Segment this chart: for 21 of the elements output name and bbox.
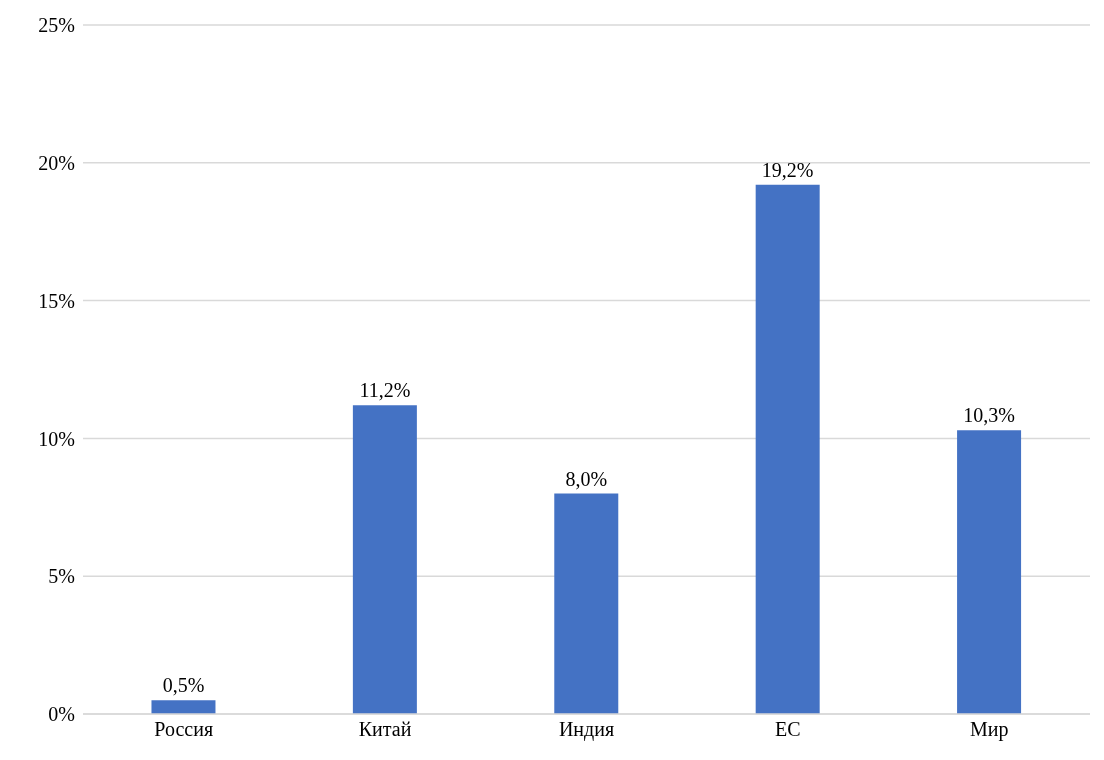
x-tick-label: Россия — [154, 718, 214, 741]
bar — [554, 493, 619, 714]
x-tick-label: ЕС — [775, 718, 801, 741]
bar — [151, 700, 216, 714]
data-label: 11,2% — [359, 379, 411, 402]
y-tick-label: 15% — [38, 289, 75, 312]
y-tick-label: 20% — [38, 151, 75, 174]
bar — [755, 184, 820, 714]
y-tick-label: 10% — [38, 427, 75, 450]
x-tick-label: Мир — [970, 718, 1009, 742]
x-tick-label: Индия — [558, 718, 615, 742]
data-label: 8,0% — [565, 467, 608, 490]
data-label: 0,5% — [162, 674, 205, 697]
y-tick-label: 0% — [48, 703, 75, 726]
data-label: 19,2% — [761, 158, 814, 181]
x-tick-label: Китай — [358, 718, 412, 741]
y-tick-label: 25% — [38, 14, 75, 37]
bar — [957, 430, 1022, 714]
y-tick-label: 5% — [48, 565, 75, 588]
bar — [352, 405, 417, 714]
data-label: 10,3% — [963, 404, 1015, 427]
